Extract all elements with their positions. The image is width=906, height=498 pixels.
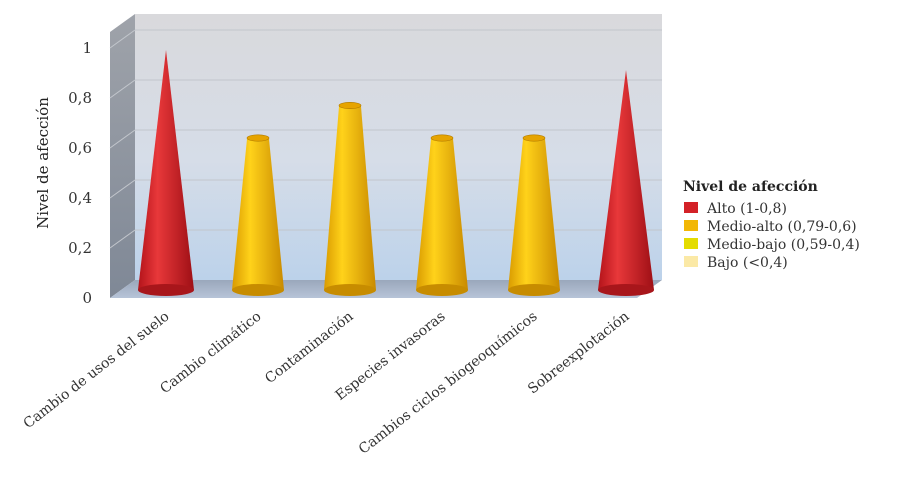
y-tick-label: 0,4 [68,189,92,207]
gridline-side [109,79,136,99]
x-tick-label: Cambio climático [157,309,264,398]
cone-body [138,50,194,290]
cone-top [246,134,270,142]
legend-swatch [684,202,698,213]
legend-items: Alto (1-0,8) Medio-alto (0,79-0,6) Medio-b… [684,201,860,271]
cone-bar [324,102,376,296]
y-tick-label: 1 [82,39,92,57]
legend-label: Medio-alto (0,79-0,6) [707,219,857,235]
back-wall [135,14,662,280]
cone-body [324,103,376,290]
side-wall [110,14,135,298]
gridlines [109,29,662,249]
cone-body [598,70,654,290]
cone-base [508,284,560,296]
cone-base [416,284,468,296]
cone-bar [598,70,654,296]
cone-body [416,135,468,290]
cone-top [430,134,454,142]
cone-base [232,284,284,296]
plot-frame [109,14,662,298]
cone-bar [138,50,194,296]
cone-bar [508,134,560,296]
y-tick-label: 0,8 [68,89,92,107]
x-tick-label: Contaminación [262,309,356,387]
legend-title: Nivel de afección [683,179,818,195]
legend-swatch [684,256,698,267]
cones [138,50,654,296]
legend-label: Bajo (<0,4) [707,255,788,271]
x-tick-label: Cambio de usos del suelo [21,309,173,433]
y-tick-label: 0 [82,289,92,307]
cone-top [522,134,546,142]
legend: Nivel de afección Alto (1-0,8) Medio-alto… [683,179,860,271]
cone-base [138,284,194,296]
cone-top [338,102,362,110]
y-axis-label: Nivel de afección [34,97,52,229]
legend-label: Alto (1-0,8) [706,201,787,217]
legend-label: Medio-bajo (0,59-0,4) [707,237,860,253]
cone-bar [416,134,468,296]
x-tick-label: Cambios ciclos biogeoquímicos [356,309,541,458]
gridline-side [109,229,136,249]
legend-swatch [684,238,698,249]
cone-body [508,135,560,290]
gridline-side [109,179,136,199]
x-tick-label: Sobreexplotación [525,309,632,398]
y-tick-label: 0,6 [68,139,92,157]
legend-swatch [684,220,698,231]
y-axis-ticks: 0 0,2 0,4 0,6 0,8 1 [68,39,92,307]
gridline-side [109,129,136,149]
cone-bar [232,134,284,296]
gridline-side [109,29,136,49]
y-tick-label: 0,2 [68,239,92,257]
cone-body [232,135,284,290]
cone-base [324,284,376,296]
cone-base [598,284,654,296]
